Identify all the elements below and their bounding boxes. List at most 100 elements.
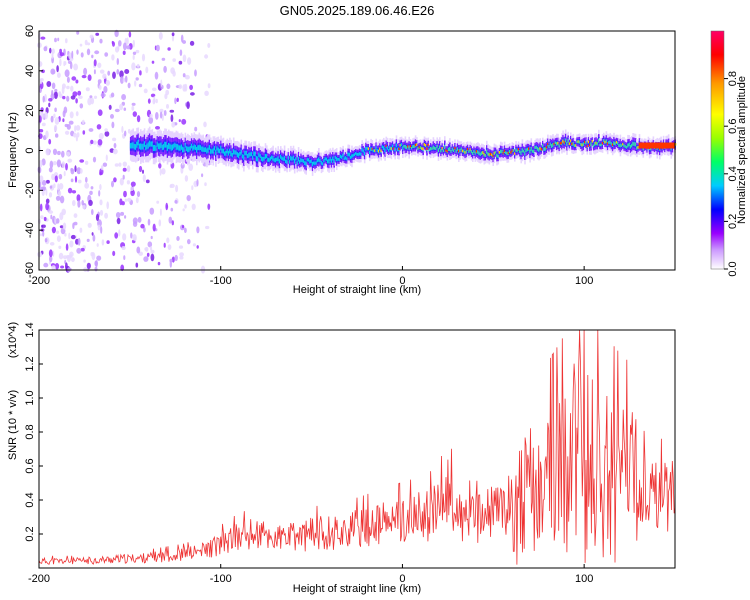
spectrogram-noise-point [40,107,44,113]
spectrogram-noise-point [142,169,144,174]
spectrogram-peak [315,161,318,165]
spectrogram-noise-point [96,243,99,247]
spectrogram-peak [290,155,292,161]
spectrogram-noise-point [42,95,45,103]
spectrogram-noise-point [63,61,66,67]
spectrogram-noise-point [48,98,53,102]
spectrogram-noise-point [44,111,48,120]
spectrogram-noise-point [179,252,185,257]
spectrogram-max [528,147,530,150]
spectrogram-max [587,140,590,143]
spectrogram-noise-point [83,259,86,263]
spectrogram-noise-point [207,203,211,210]
spectrogram-noise-point [149,207,155,215]
spectrogram-max [423,143,426,146]
spectrogram-peak [633,142,636,146]
spectrogram-noise-point [170,207,174,212]
spectrogram-noise-point [111,54,115,61]
spectrogram-noise-point [89,95,93,99]
spectrogram-peak [344,156,347,160]
spectrogram-peak [623,144,625,148]
spectrogram-noise-point [41,224,46,228]
spectrogram-noise-point [50,214,53,220]
spectrogram-noise-point [45,179,50,184]
spectrogram-peak [286,160,288,164]
spectrogram-peak [558,144,561,148]
spectrogram-peak [227,150,230,156]
spectrogram-peak [430,147,432,151]
spectrogram-noise-point [100,226,103,234]
spectrogram-peak [302,159,305,163]
spectrogram-peak [252,155,254,160]
spectrogram-noise-point [64,69,70,78]
spectrogram-noise-point [118,229,121,237]
spectrogram-noise-point [148,116,154,124]
spectrogram-noise-point [54,124,58,132]
spectrogram-peak [145,145,147,151]
spectrogram-noise-point [175,184,179,193]
spectrogram-max [575,144,578,147]
spectrogram-noise-point [172,58,176,62]
spectrogram-noise-point [93,59,97,67]
spectrogram-max [547,142,550,146]
spectrogram-max [595,141,598,145]
snr-panel: -200 -100 0 100 0.2 0.4 0.6 0.8 1.0 1.2 1.4 Heigh… [7,322,676,595]
spectrogram-noise-point [91,232,94,236]
spectrogram-peak [143,141,146,147]
spectrogram-noise-point [179,49,183,56]
spectrogram-peak [534,146,536,149]
spectrogram-noise-point [123,107,127,111]
spectrogram-peak [280,154,282,159]
spectrogram-noise-point [196,226,200,234]
spectrogram-noise-point [108,104,112,110]
spectrogram-peak [363,151,366,156]
spectrogram-noise-point [178,60,183,65]
spectrogram-noise-point [135,77,139,81]
spectrogram-peak [582,142,585,146]
spectrogram-peak [220,145,222,151]
spectrogram-noise-point [155,126,160,130]
spectrogram-noise-point [152,223,156,232]
spectrogram-noise-point [135,262,139,268]
spectrogram-noise-point [67,60,72,64]
spectrogram-max [514,152,516,155]
spectrogram-max [557,141,560,145]
spectrogram-noise-point [167,244,172,251]
snr-y-tick-label: 0.8 [24,424,36,439]
spectrogram-peak [328,159,330,164]
spectrogram-peak [168,143,170,149]
spectrogram-noise-point [166,237,170,244]
colorbar-label: Normalized spectral amplitude [736,76,748,224]
spectrogram-noise-point [58,245,62,249]
spectrogram-peak [442,149,445,153]
spectrogram-peak [352,154,355,157]
spectrogram-noise-point [46,81,52,87]
spectrogram-noise-point [45,188,48,196]
spectrogram-y-tick-label: 20 [24,105,36,117]
spectrogram-noise-point [84,182,90,189]
spectrogram-peak [405,146,408,150]
spectrogram-peak [154,145,156,151]
spectrogram-noise-point [37,251,42,258]
spectrogram-peak [391,144,394,148]
spectrogram-peak [141,143,143,150]
spectrogram-noise-point [179,255,184,260]
spectrogram-max [458,149,460,153]
spectrogram-noise-point [39,175,44,183]
spectrogram-peak [274,157,277,163]
spectrogram-peak [313,161,315,165]
spectrogram-max [380,149,383,153]
spectrogram-peak [599,143,601,147]
spectrogram-noise-point [190,92,195,96]
spectrogram-peak [459,148,461,153]
spectrogram-noise-point [62,110,66,118]
snr-y-tick-label: 0.2 [24,526,36,541]
spectrogram-peak [260,156,263,161]
spectrogram-peak [309,160,311,164]
spectrogram-peak [585,141,587,145]
spectrogram-noise-point [124,215,127,219]
spectrogram-noise-point [186,101,190,109]
spectrogram-peak [215,149,217,155]
spectrogram-peak [576,140,578,144]
spectrogram-noise-point [174,97,177,105]
